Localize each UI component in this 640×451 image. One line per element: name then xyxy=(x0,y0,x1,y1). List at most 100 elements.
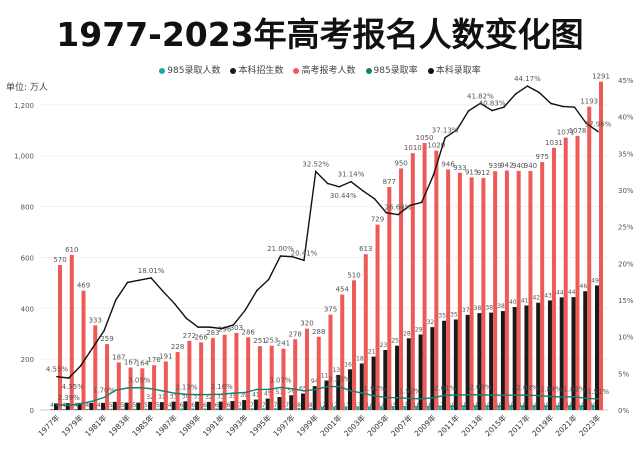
bar-本科招生数 xyxy=(395,345,400,410)
bar-data-label: 356 xyxy=(450,311,462,318)
bar-高考报考人数 xyxy=(422,143,427,410)
bar-本科招生数 xyxy=(206,401,211,410)
bar-高考报考人数 xyxy=(504,170,509,410)
line-point xyxy=(150,277,152,279)
line-point xyxy=(597,130,599,133)
line-point xyxy=(209,393,211,396)
line-point xyxy=(79,365,82,367)
x-tick-label: 1977年 xyxy=(36,412,62,438)
bar-985录取人数 xyxy=(156,408,160,410)
bar-data-label: 389 xyxy=(497,303,509,310)
bar-高考报考人数 xyxy=(387,186,392,410)
line-point xyxy=(314,170,317,173)
bar-985录取人数 xyxy=(532,405,536,410)
bar-data-label: 7 xyxy=(238,402,242,409)
legend-item[interactable]: 高考报考人数 xyxy=(293,66,356,76)
line-point xyxy=(79,402,82,405)
bar-高考报考人数 xyxy=(304,328,309,410)
bar-高考报考人数 xyxy=(234,332,239,410)
x-tick-label: 1989年 xyxy=(177,412,203,438)
bar-data-label: 19 xyxy=(577,402,585,409)
line-point xyxy=(514,394,517,396)
bar-985录取人数 xyxy=(85,408,89,410)
legend-marker-icon xyxy=(230,67,237,74)
line-point xyxy=(479,393,482,396)
x-tick-label: 1993年 xyxy=(224,412,250,438)
bar-data-label: 32 xyxy=(205,394,213,401)
line-point xyxy=(138,386,141,389)
bar-data-label: 32 xyxy=(146,394,154,401)
legend-item[interactable]: 本科录取率 xyxy=(427,66,481,76)
line-point xyxy=(115,389,117,392)
bar-高考报考人数 xyxy=(587,106,592,410)
x-tick-label: 2007年 xyxy=(388,412,414,438)
y-left-tick-label: 800 xyxy=(21,204,34,212)
bar-data-label: 33 xyxy=(193,394,201,401)
legend-label: 本科录取率 xyxy=(435,66,481,76)
bar-data-label: 35 xyxy=(229,393,237,400)
bar-data-label: 333 xyxy=(89,316,102,324)
bar-高考报考人数 xyxy=(93,325,98,410)
line-point xyxy=(432,174,435,177)
bar-本科招生数 xyxy=(453,319,458,410)
bar-高考报考人数 xyxy=(281,348,286,410)
bar-985录取人数 xyxy=(203,408,207,410)
line-point xyxy=(173,392,176,394)
line-point xyxy=(597,398,599,400)
line-point xyxy=(338,385,341,388)
line-data-label: 41.82% xyxy=(467,92,494,100)
line-point xyxy=(420,398,423,400)
line-data-label: 1.51% xyxy=(587,388,610,396)
line-point xyxy=(314,388,317,391)
x-tick-label: 1997年 xyxy=(271,412,297,438)
line-point xyxy=(267,278,270,281)
line-point xyxy=(385,396,388,399)
line-point xyxy=(56,375,58,378)
legend-marker-icon xyxy=(427,67,434,74)
bar-本科招生数 xyxy=(371,356,376,410)
bar-data-label: 7 xyxy=(274,402,278,409)
line-point xyxy=(126,281,129,284)
bar-985录取人数 xyxy=(121,408,125,410)
legend-item[interactable]: 985录取人数 xyxy=(159,66,220,76)
bar-data-label: 15 xyxy=(401,402,409,409)
x-tick-label: 1987年 xyxy=(153,412,179,438)
bar-data-label: 1078 xyxy=(569,127,587,135)
line-point xyxy=(56,404,58,406)
bar-985录取人数 xyxy=(238,408,242,410)
bar-data-label: 940 xyxy=(512,162,525,170)
bar-高考报考人数 xyxy=(69,254,74,410)
bar-高考报考人数 xyxy=(599,81,603,411)
bar-data-label: 191 xyxy=(159,352,172,360)
line-point xyxy=(409,397,411,400)
bar-本科招生数 xyxy=(65,403,70,410)
bar-985录取人数 xyxy=(109,408,113,410)
bar-本科招生数 xyxy=(159,402,164,410)
bar-本科招生数 xyxy=(583,291,588,410)
bar-985录取人数 xyxy=(226,408,230,410)
bar-本科招生数 xyxy=(101,402,106,410)
line-point xyxy=(538,394,540,397)
line-data-label: 2.16% xyxy=(211,383,234,391)
bar-985录取人数 xyxy=(321,406,324,410)
bar-data-label: 422 xyxy=(532,295,544,302)
line-point xyxy=(585,397,588,400)
x-tick-label: 2015年 xyxy=(482,412,508,438)
bar-data-label: 1050 xyxy=(416,134,434,142)
bar-高考报考人数 xyxy=(140,368,145,410)
line-point xyxy=(385,211,388,214)
legend-item[interactable]: 本科招生数 xyxy=(230,66,283,76)
line-point xyxy=(420,201,423,204)
line-point xyxy=(209,326,211,328)
bar-data-label: 167 xyxy=(124,359,137,367)
legend: 985录取人数 本科招生数 高考报考人数 985录取率 本科录取率 xyxy=(0,63,640,76)
y-left-tick-label: 1,000 xyxy=(14,153,34,161)
bar-本科招生数 xyxy=(265,398,270,410)
bar-高考报考人数 xyxy=(516,170,521,410)
bar-data-label: 5 xyxy=(132,402,136,409)
bar-985录取人数 xyxy=(415,405,419,410)
bar-本科招生数 xyxy=(430,327,435,410)
y-right-tick-label: 20% xyxy=(618,260,634,268)
legend-item[interactable]: 985录取率 xyxy=(365,66,418,76)
bar-data-label: 729 xyxy=(371,216,384,224)
